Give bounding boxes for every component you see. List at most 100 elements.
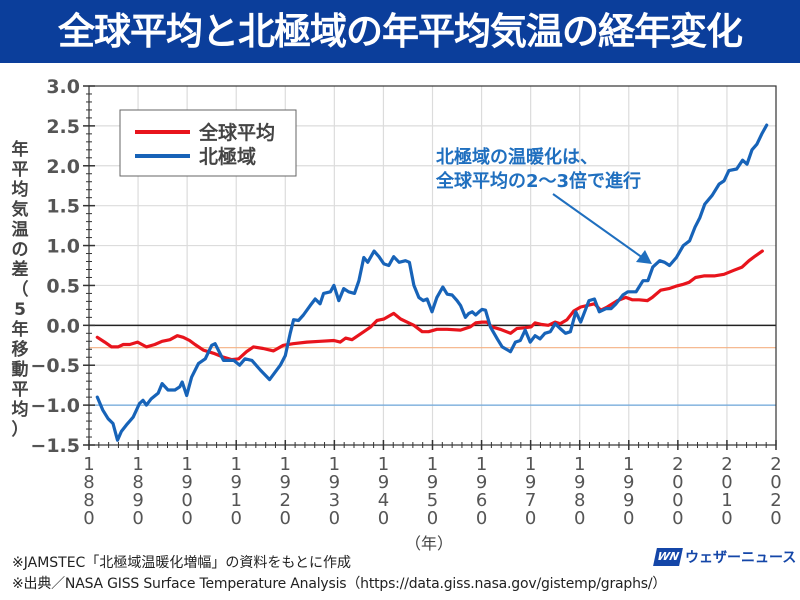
- y-tick-label: 0.0: [46, 315, 80, 337]
- series-lines: [95, 123, 769, 442]
- series-line-global: [95, 249, 764, 362]
- y-axis-label-char: 温: [11, 220, 29, 240]
- annotation: 北極域の温暖化は、 全球平均の2〜3倍で進行: [435, 146, 652, 264]
- x-tick-digit: 1: [623, 454, 634, 475]
- x-tick-digit: 9: [132, 490, 143, 511]
- y-tick-label: 3.0: [46, 76, 80, 98]
- x-tick-digit: 0: [181, 490, 192, 511]
- y-axis-label-char: 平: [11, 160, 29, 180]
- y-axis-label: 年平均気温の差（5 年移動平均）: [8, 140, 32, 440]
- y-axis-label-char: 均: [11, 400, 29, 420]
- x-tick-digit: 0: [280, 508, 291, 529]
- legend-label-arctic: 北極域: [199, 145, 256, 168]
- y-tick-label: 1.5: [46, 196, 80, 218]
- y-axis-label-char: 平: [11, 380, 29, 400]
- x-tick-digit: 8: [83, 472, 94, 493]
- x-tick-digit: 0: [770, 472, 781, 493]
- x-tick-digit: 1: [83, 454, 94, 475]
- arrow-head-icon: [636, 250, 652, 264]
- x-tick-digit: 0: [378, 508, 389, 529]
- y-tick-label: −1.5: [30, 435, 80, 457]
- x-tick-digit: 9: [329, 472, 340, 493]
- x-tick-digit: 1: [280, 454, 291, 475]
- x-tick-digit: 9: [181, 472, 192, 493]
- x-tick-digit: 0: [427, 508, 438, 529]
- x-tick-digit: 1: [525, 454, 536, 475]
- legend-box: [119, 109, 297, 177]
- x-tick-digit: 9: [378, 472, 389, 493]
- y-axis-label-char: の: [11, 240, 29, 260]
- x-tick-digit: 0: [181, 508, 192, 529]
- x-tick-digit: 1: [181, 454, 192, 475]
- x-tick-digit: 9: [623, 490, 634, 511]
- x-tick-digit: 8: [574, 490, 585, 511]
- x-tick-digit: 1: [329, 454, 340, 475]
- x-tick-digit: 0: [132, 508, 143, 529]
- x-tick-digit: 9: [427, 472, 438, 493]
- y-axis: 3.0 2.5 2.0 1.5 1.0 0.5 0.0 −0.5 −1.0 −1.5: [30, 76, 95, 457]
- x-tick-digit: 8: [132, 472, 143, 493]
- x-tick-digit: 0: [672, 472, 683, 493]
- x-tick-digit: 1: [721, 490, 732, 511]
- x-tick-digit: 0: [623, 508, 634, 529]
- x-tick-digit: 0: [672, 490, 683, 511]
- x-tick-digit: 1: [574, 454, 585, 475]
- x-tick-digit: 9: [623, 472, 634, 493]
- y-axis-label-char: 年: [11, 320, 29, 340]
- x-tick-digit: 9: [476, 472, 487, 493]
- x-tick-digit: 2: [770, 490, 781, 511]
- x-tick-digit: 2: [721, 454, 732, 475]
- y-axis-label-char: 5: [14, 300, 26, 320]
- weathernews-logo: WN ウェザーニュース: [653, 547, 797, 567]
- x-tick-digit: 0: [574, 508, 585, 529]
- x-tick-digit: 9: [525, 472, 536, 493]
- y-axis-label-char: 年: [11, 140, 29, 160]
- legend: 全球平均 北極域: [119, 109, 297, 177]
- y-axis-label-char: 気: [11, 200, 29, 220]
- annotation-arrow: [552, 193, 644, 259]
- x-tick-digit: 8: [83, 490, 94, 511]
- y-tick-label: −0.5: [30, 355, 80, 377]
- y-tick-label: 1.0: [46, 236, 80, 258]
- y-axis-label-char: 移: [11, 340, 29, 360]
- logo-text: ウェザーニュース: [685, 550, 797, 566]
- y-tick-label: 0.5: [46, 275, 80, 297]
- x-tick-digit: 0: [329, 508, 340, 529]
- x-tick-digit: 9: [230, 472, 241, 493]
- x-axis-unit: （年）: [405, 534, 454, 553]
- annotation-line-2: 全球平均の2〜3倍で進行: [435, 170, 641, 192]
- x-tick-digit: 2: [280, 490, 291, 511]
- x-axis: 1880189019001910192019301940195019601970…: [83, 440, 782, 529]
- y-axis-label-char: （: [11, 280, 29, 300]
- x-tick-digit: 9: [574, 472, 585, 493]
- x-tick-digit: 6: [476, 490, 487, 511]
- x-tick-digit: 4: [378, 490, 389, 511]
- chart-area: 3.02.52.01.51.00.50.0−0.5−1.0−1.5 188018…: [30, 76, 782, 529]
- y-tick-label: −1.0: [30, 395, 80, 417]
- y-tick-label: 2.0: [46, 156, 80, 178]
- legend-label-global: 全球平均: [198, 121, 275, 144]
- x-tick-digit: 1: [230, 454, 241, 475]
- y-axis-label-char: 動: [11, 360, 29, 380]
- y-axis-label-char: 均: [11, 180, 29, 200]
- y-tick-label: 2.5: [46, 116, 80, 138]
- x-tick-digit: 0: [476, 508, 487, 529]
- title-bar: 全球平均と北極域の年平均気温の経年変化: [0, 0, 800, 63]
- series-line-arctic: [95, 123, 769, 442]
- x-tick-digit: 0: [721, 472, 732, 493]
- source-note-1: ※JAMSTEC「北極域温暖化増幅」の資料をもとに作成: [12, 555, 352, 571]
- logo-mark: WN: [653, 548, 683, 566]
- x-tick-digit: 0: [230, 508, 241, 529]
